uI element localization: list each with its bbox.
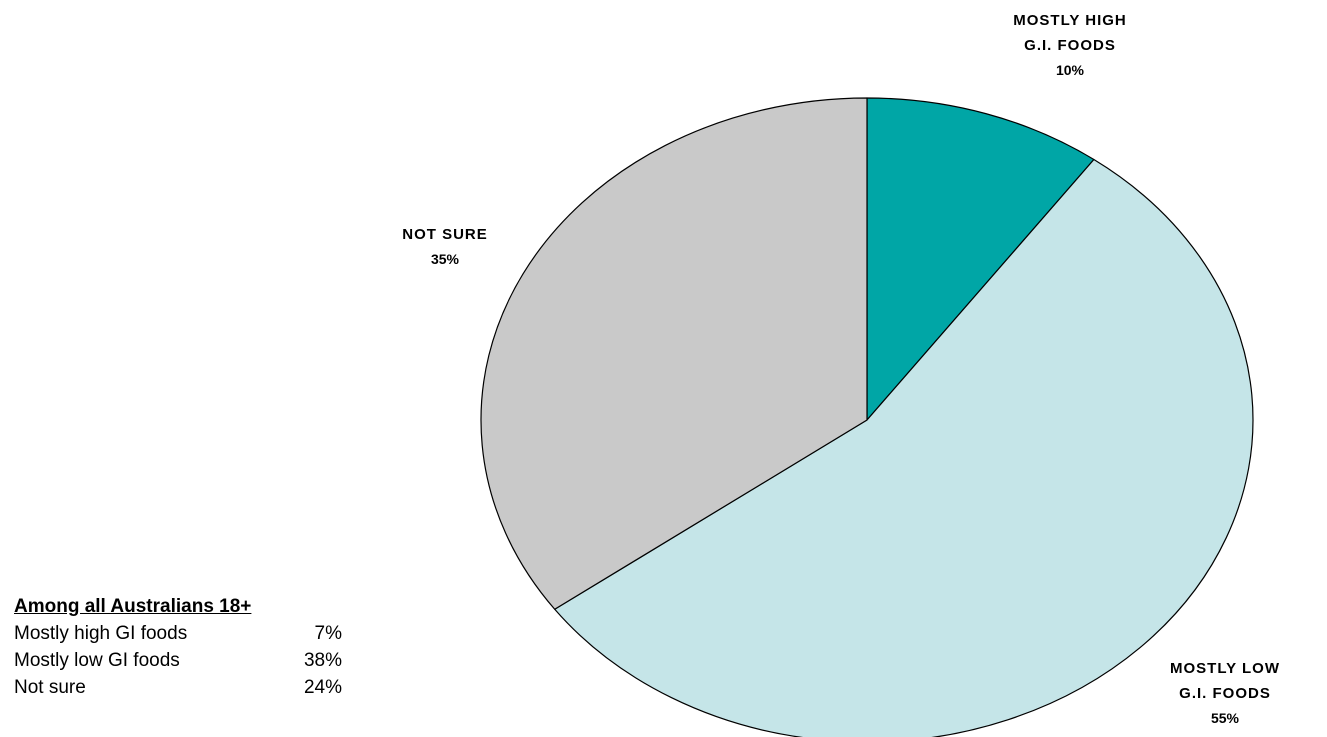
slice-label-mostly-low-line1: MOSTLY LOW	[1169, 660, 1280, 677]
australians-summary-table: Among all Australians 18+ Mostly high GI…	[14, 594, 354, 701]
slice-label-not-sure-value: 35%	[430, 251, 460, 267]
slice-label-mostly-high: MOSTLY HIGH G.I. FOODS 10%	[960, 8, 1180, 83]
pie-slices	[480, 97, 1254, 737]
slice-mostly-low	[554, 158, 1254, 737]
slice-not-sure	[480, 97, 868, 610]
slice-label-not-sure-line1: NOT SURE	[402, 226, 488, 243]
summary-row-value: 7%	[314, 623, 342, 644]
slice-label-mostly-low-value: 55%	[1210, 710, 1240, 726]
slice-label-mostly-high-line2: G.I. FOODS	[1024, 37, 1116, 54]
summary-title: Among all Australians 18+	[14, 596, 252, 617]
summary-row-label: Not sure	[14, 677, 86, 698]
summary-row-value: 38%	[303, 650, 342, 671]
summary-row: Mostly low GI foods 38%	[14, 647, 354, 674]
summary-row-value: 24%	[303, 677, 342, 698]
slice-label-mostly-high-line1: MOSTLY HIGH	[1013, 12, 1127, 29]
slice-label-mostly-high-value: 10%	[1055, 62, 1085, 78]
summary-row-label: Mostly low GI foods	[14, 650, 180, 671]
summary-row: Mostly high GI foods 7%	[14, 620, 354, 647]
summary-row-label: Mostly high GI foods	[14, 623, 188, 644]
slice-mostly-high	[866, 97, 1095, 421]
slice-label-mostly-low: MOSTLY LOW G.I. FOODS 55%	[1130, 656, 1320, 731]
slice-label-mostly-low-line2: G.I. FOODS	[1179, 685, 1271, 702]
summary-row: Not sure 24%	[14, 674, 354, 701]
slice-label-not-sure: NOT SURE 35%	[350, 222, 540, 272]
